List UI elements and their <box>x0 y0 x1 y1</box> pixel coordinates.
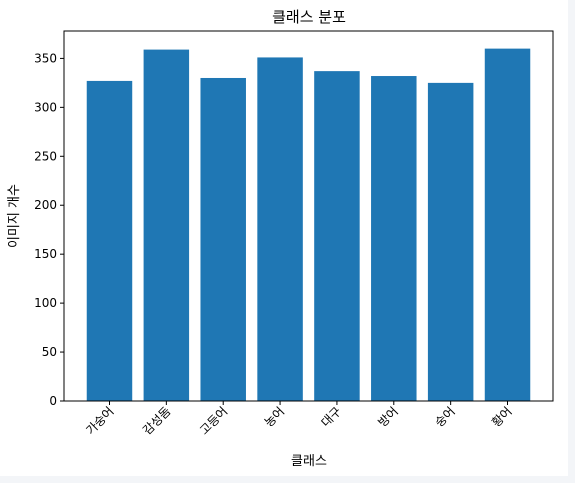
x-tick-label-0: 가숭어 <box>83 404 116 437</box>
x-tick-label-1: 감성돔 <box>140 404 173 437</box>
y-tick-label-7: 350 <box>34 51 57 65</box>
x-tick-label-6: 숭어 <box>432 404 458 430</box>
bars-group <box>86 48 531 402</box>
x-tick-label-4: 대구 <box>319 404 345 430</box>
x-axis-label: 클래스 <box>291 454 327 469</box>
x-tick-label-3: 농어 <box>262 404 288 430</box>
bar-4 <box>314 71 360 401</box>
chart-title: 클래스 분포 <box>272 8 346 26</box>
x-tick-label-2: 고등어 <box>197 404 230 437</box>
x-tick-label-7: 황어 <box>489 404 515 430</box>
y-tick-label-5: 250 <box>34 149 57 163</box>
bar-0 <box>86 80 133 402</box>
bar-7 <box>484 48 531 402</box>
y-tick-label-0: 0 <box>49 394 57 408</box>
y-tick-label-6: 300 <box>34 100 57 114</box>
bar-2 <box>200 77 246 401</box>
bar-5 <box>371 76 417 401</box>
y-tick-label-3: 150 <box>34 247 57 261</box>
y-tick-label-1: 50 <box>42 345 57 359</box>
y-axis: 0 50 100 150 200 250 300 350 <box>34 51 64 408</box>
bar-6 <box>427 82 474 401</box>
plot-frame <box>63 30 554 402</box>
y-tick-label-2: 100 <box>34 296 57 310</box>
chart-figure: 클래스 분포 0 50 100 150 200 250 300 350 가숭어 감성돔 고등어 농어… <box>0 0 568 476</box>
bar-chart: 클래스 분포 0 50 100 150 200 250 300 350 가숭어 감성돔 고등어 농어… <box>7 8 554 469</box>
x-axis: 가숭어 감성돔 고등어 농어 대구 방어 숭어 황어 <box>83 401 515 438</box>
x-tick-label-5: 방어 <box>375 404 401 430</box>
y-axis-label: 이미지 개수 <box>7 184 22 248</box>
y-tick-label-4: 200 <box>34 198 57 212</box>
bar-3 <box>257 57 303 402</box>
bar-1 <box>143 49 190 401</box>
